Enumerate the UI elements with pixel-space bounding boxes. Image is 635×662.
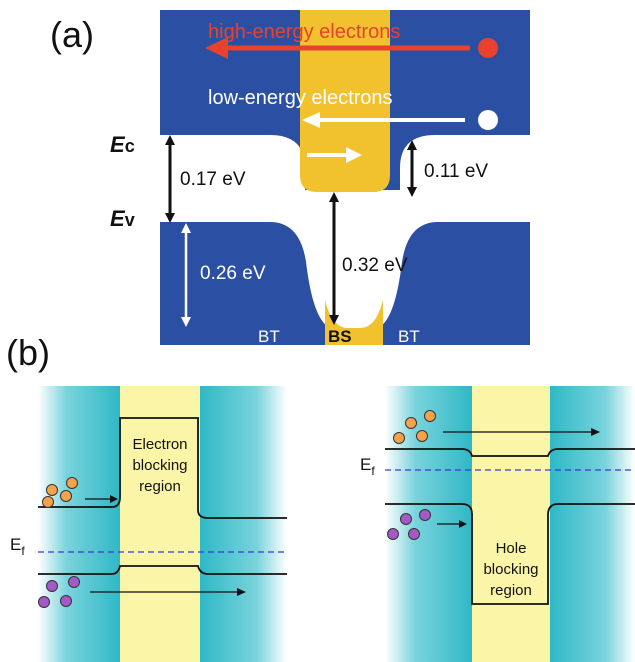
panel-b-label: (b) bbox=[6, 332, 50, 373]
left-valence-band bbox=[38, 565, 287, 575]
low-energy-arrowhead bbox=[302, 112, 320, 128]
left-electron-2 bbox=[60, 490, 72, 502]
gap-right-label: 0.11 eV bbox=[424, 161, 488, 182]
left-electron-4 bbox=[42, 496, 54, 508]
right-valence-band bbox=[385, 503, 635, 605]
panel-b-right: Ef Hole blocking region bbox=[360, 386, 635, 662]
left-cyan-region-2 bbox=[200, 386, 287, 662]
left-yellow-region bbox=[120, 386, 200, 662]
right-fermi-label: Ef bbox=[360, 455, 375, 478]
left-hole-arrowhead bbox=[237, 588, 246, 596]
right-electron-2 bbox=[424, 410, 436, 422]
panel-a: high-energy electrons low-energy electro… bbox=[110, 10, 530, 346]
panel-a-label: (a) bbox=[50, 14, 94, 55]
right-electron-1 bbox=[405, 417, 417, 429]
left-electron-arrowhead bbox=[110, 495, 118, 503]
right-block-line1: Hole bbox=[496, 540, 527, 557]
right-yellow-region bbox=[472, 386, 550, 662]
region-center-label: BS bbox=[328, 327, 352, 346]
bs-conduction-barrier bbox=[300, 10, 390, 192]
right-hole-3 bbox=[387, 528, 399, 540]
left-hole-2 bbox=[68, 576, 80, 588]
right-cyan-region-2 bbox=[550, 386, 635, 662]
ev-label: Ev bbox=[110, 206, 135, 231]
left-electron-3 bbox=[66, 477, 78, 489]
left-hole-4 bbox=[60, 595, 72, 607]
valence-band bbox=[160, 222, 530, 345]
bs-gap-label: 0.32 eV bbox=[342, 255, 408, 276]
right-hole-arrowhead bbox=[459, 520, 467, 528]
left-block-line3: region bbox=[139, 478, 181, 495]
right-block-line2: blocking bbox=[483, 561, 538, 578]
region-left-label: BT bbox=[258, 327, 280, 346]
bs-valence-region bbox=[325, 300, 383, 345]
panel-b-left: Electron blocking region Ef bbox=[10, 386, 287, 662]
left-block-line1: Electron bbox=[132, 436, 187, 453]
left-hole-3 bbox=[38, 596, 50, 608]
low-energy-label: low-energy electrons bbox=[208, 87, 393, 109]
region-right-label: BT bbox=[398, 327, 420, 346]
low-energy-electron bbox=[478, 110, 498, 130]
right-hole-2 bbox=[419, 509, 431, 521]
left-fermi-label: Ef bbox=[10, 535, 25, 558]
right-conduction-band bbox=[385, 448, 635, 457]
left-conduction-band bbox=[38, 417, 287, 519]
tunneling-arrowhead bbox=[346, 147, 362, 163]
gap-left-label: 0.17 eV bbox=[180, 169, 246, 190]
ec-label: Ec bbox=[110, 132, 135, 157]
left-hole-1 bbox=[46, 580, 58, 592]
right-block-line3: region bbox=[490, 582, 532, 599]
left-cyan-region-1 bbox=[38, 386, 120, 662]
high-energy-label: high-energy electrons bbox=[208, 21, 400, 43]
left-electron-1 bbox=[46, 484, 58, 496]
right-hole-1 bbox=[400, 513, 412, 525]
high-energy-electron bbox=[478, 38, 498, 58]
right-hole-4 bbox=[408, 528, 420, 540]
right-electron-arrowhead bbox=[591, 428, 600, 436]
valence-offset-label: 0.26 eV bbox=[200, 263, 266, 284]
right-electron-3 bbox=[393, 432, 405, 444]
high-energy-arrowhead bbox=[205, 37, 228, 59]
right-electron-4 bbox=[416, 430, 428, 442]
left-block-line2: blocking bbox=[132, 457, 187, 474]
